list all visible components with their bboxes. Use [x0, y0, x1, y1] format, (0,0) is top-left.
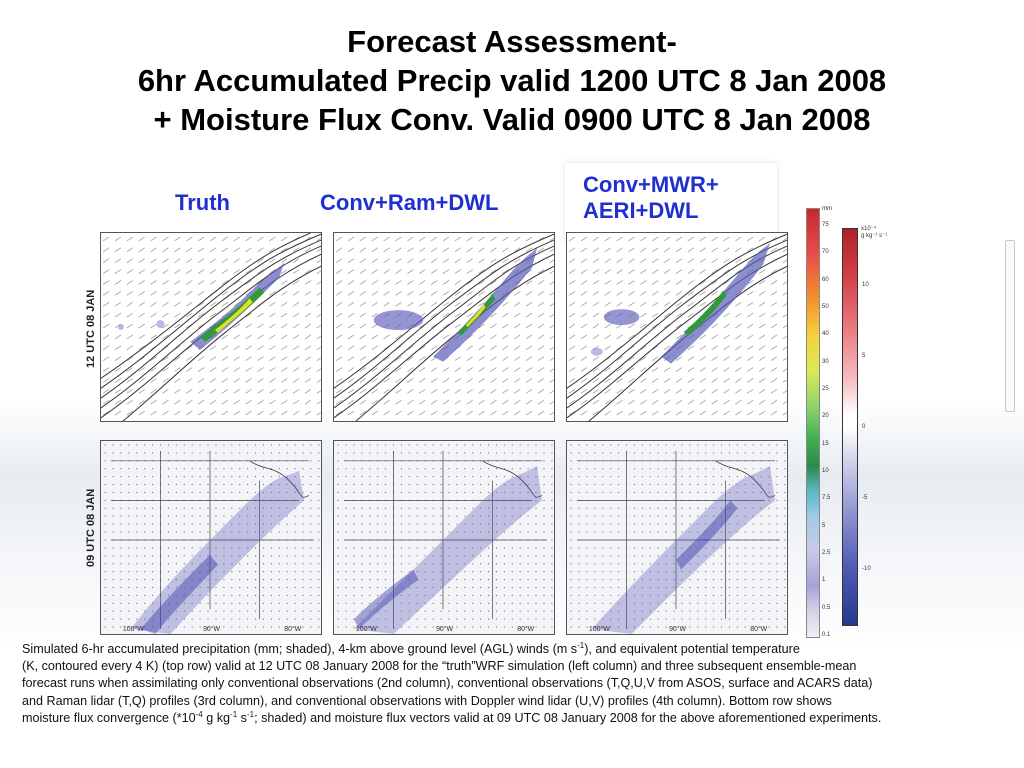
precip-colorbar-tick: 0.1 [822, 632, 831, 638]
lon-label-80w: 80°W [284, 625, 301, 633]
caption-text: moisture flux convergence (*10 [22, 710, 196, 725]
precip-colorbar-tick: 1 [822, 577, 826, 584]
column-label-mwr-line-2: AERI+DWL [583, 198, 699, 223]
precip-colorbar-tick: 20 [822, 413, 829, 420]
caption-line-4: and Raman lidar (T,Q) profiles (3rd colu… [22, 693, 832, 708]
caption-superscript: -1 [230, 709, 238, 719]
caption-line-5: moisture flux convergence (*10-4 g kg-1 … [22, 710, 1017, 727]
caption-line-3: forecast runs when assimilating only con… [22, 676, 873, 691]
panel-truth-precip [100, 232, 322, 422]
title-line-1: Forecast Assessment- [347, 24, 677, 59]
map-conv-ram-dwl-precip [334, 233, 554, 421]
title-line-2: 6hr Accumulated Precip valid 1200 UTC 8 … [137, 63, 887, 98]
caption-superscript: -4 [195, 709, 203, 719]
precip-colorbar-tick: 15 [822, 440, 829, 447]
row-label-top: 12 UTC 08 JAN [85, 289, 97, 368]
map-truth-flux: 100°W 90°W 80°W [101, 441, 321, 634]
lon-label-80w: 80°W [517, 625, 534, 633]
precip-colorbar-tick: 50 [822, 304, 829, 310]
lon-label-80w: 80°W [750, 625, 767, 633]
caption-superscript: -1 [577, 640, 585, 650]
caption-text: ), and equivalent potential temperature [584, 642, 800, 656]
caption-text: Simulated 6-hr accumulated precipitation… [22, 642, 578, 656]
flux-colorbar-unit: x10⁻⁴ g kg⁻¹ s⁻¹ [861, 226, 887, 240]
panel-conv-ram-dwl-flux: 100°W 90°W 80°W [333, 440, 555, 635]
column-label-truth: Truth [175, 190, 230, 215]
panel-conv-mwr-aeri-dwl-flux: 100°W 90°W 80°W [566, 440, 788, 635]
precip-colorbar-tick: 2.5 [822, 550, 831, 556]
flux-colorbar-tick: -10 [862, 566, 871, 572]
lon-label-100w: 100°W [589, 625, 610, 633]
caption-text: g kg [202, 710, 231, 725]
slide-scrollbar[interactable] [1005, 240, 1015, 412]
column-label-mwr-line-1: Conv+MWR+ [583, 172, 719, 197]
caption-text: s [237, 710, 247, 725]
map-truth-precip [101, 233, 321, 421]
flux-colorbar-tick: 10 [862, 282, 869, 288]
figure-caption: Simulated 6-hr accumulated precipitation… [22, 641, 1017, 727]
panel-conv-mwr-aeri-dwl-precip [566, 232, 788, 422]
column-label-conv-mwr-aeri-dwl: Conv+MWR+ AERI+DWL [583, 172, 719, 224]
row-label-bottom: 09 UTC 08 JAN [85, 488, 97, 567]
precip-colorbar-tick: 40 [822, 331, 829, 338]
precip-colorbar-tick: 30 [822, 358, 829, 365]
caption-superscript: -1 [246, 709, 255, 719]
lon-label-100w: 100°W [356, 625, 377, 633]
precip-colorbar-tick: 0.5 [822, 604, 831, 611]
precip-colorbar-tick: 60 [822, 276, 829, 283]
lon-label-90w: 90°W [436, 625, 453, 633]
flux-colorbar-tick: 0 [862, 424, 866, 430]
precip-colorbar-tick: 10 [822, 468, 829, 474]
map-conv-mwr-aeri-dwl-flux: 100°W 90°W 80°W [567, 441, 787, 634]
precip-colorbar-tick: 7.5 [822, 495, 831, 502]
precip-colorbar-unit: mm [822, 206, 832, 212]
title-line-3: + Moisture Flux Conv. Valid 0900 UTC 8 J… [153, 102, 871, 137]
panel-truth-flux: 100°W 90°W 80°W [100, 440, 322, 635]
slide-title: Forecast Assessment- 6hr Accumulated Pre… [0, 22, 1024, 139]
precip-colorbar-tick: 70 [822, 249, 829, 256]
lon-label-100w: 100°W [123, 625, 144, 633]
precip-colorbar-tick: 75 [822, 222, 829, 228]
caption-line-1: Simulated 6-hr accumulated precipitation… [22, 641, 1017, 658]
precip-colorbar [806, 208, 820, 638]
flux-colorbar-unit-2: g kg⁻¹ s⁻¹ [861, 233, 888, 239]
flux-colorbar [842, 228, 858, 626]
column-label-conv-ram-dwl: Conv+Ram+DWL [320, 190, 499, 215]
flux-colorbar-tick: 5 [862, 353, 866, 359]
flux-colorbar-tick: -5 [862, 495, 868, 501]
map-conv-mwr-aeri-dwl-precip [567, 233, 787, 421]
precip-colorbar-tick: 5 [822, 522, 826, 529]
panel-conv-ram-dwl-precip [333, 232, 555, 422]
map-conv-ram-dwl-flux: 100°W 90°W 80°W [334, 441, 554, 634]
precip-colorbar-tick: 25 [822, 386, 829, 392]
label-highlight-box [565, 163, 777, 240]
caption-line-2: (K, contoured every 4 K) (top row) valid… [22, 659, 857, 674]
flux-colorbar-unit-1: x10⁻⁴ [861, 226, 877, 232]
lon-label-90w: 90°W [669, 625, 686, 633]
caption-text: ; shaded) and moisture flux vectors vali… [254, 710, 882, 725]
lon-label-90w: 90°W [203, 625, 220, 633]
